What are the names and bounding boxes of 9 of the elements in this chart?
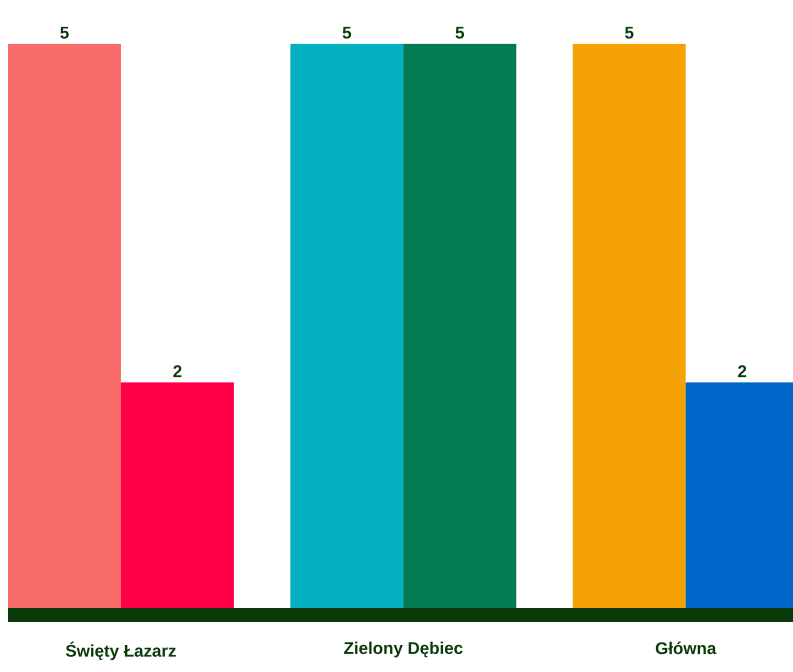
data-label: 5 bbox=[342, 26, 352, 39]
data-label: 5 bbox=[625, 26, 634, 39]
x-tick-label: Święty Łazarz bbox=[66, 642, 176, 660]
x-tick-label: Zielony Dębiec bbox=[344, 642, 463, 658]
data-label: 5 bbox=[60, 26, 69, 39]
data-label: 2 bbox=[173, 365, 182, 378]
data-label: 2 bbox=[738, 365, 746, 378]
x-tick-label: Główna bbox=[656, 642, 716, 654]
data-label: 5 bbox=[456, 26, 464, 39]
